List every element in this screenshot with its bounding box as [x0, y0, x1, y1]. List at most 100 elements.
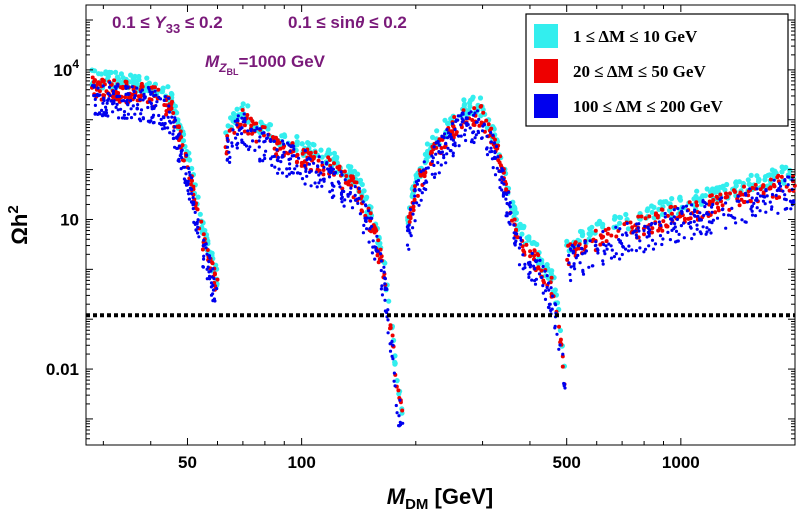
point-blue-901 [755, 187, 759, 191]
point-red-273 [299, 163, 304, 168]
point-blue-184 [107, 97, 111, 101]
point-blue-1012 [568, 272, 572, 277]
point-blue-575 [444, 141, 448, 145]
point-cyan-306 [305, 140, 311, 146]
point-blue-470 [386, 331, 390, 335]
point-blue-485 [320, 160, 324, 164]
point-cyan-272 [394, 378, 400, 384]
y-tick-label-2: 0.01 [46, 360, 79, 379]
point-red-675 [630, 225, 635, 230]
point-blue-14 [208, 277, 212, 281]
point-blue-444 [287, 172, 291, 176]
point-blue-803 [610, 248, 614, 252]
point-blue-716 [460, 117, 464, 121]
point-blue-4 [135, 86, 139, 90]
point-blue-418 [300, 177, 305, 181]
point-blue-617 [471, 131, 475, 135]
point-blue-58 [173, 125, 177, 129]
point-blue-433 [253, 128, 257, 133]
point-blue-979 [624, 231, 628, 235]
point-blue-10 [190, 176, 194, 180]
point-blue-130 [132, 90, 136, 94]
point-blue-192 [159, 117, 163, 121]
point-blue-638 [444, 161, 448, 165]
point-blue-690 [436, 161, 440, 165]
point-blue-237 [207, 270, 211, 274]
point-blue-592 [500, 175, 504, 179]
point-blue-494 [285, 167, 289, 171]
point-blue-325 [226, 139, 230, 143]
point-blue-606 [469, 140, 474, 144]
point-blue-189 [179, 149, 184, 153]
point-blue-377 [235, 143, 239, 147]
point-blue-459 [391, 357, 395, 361]
point-blue-354 [365, 227, 369, 231]
point-cyan-254 [282, 133, 288, 140]
point-blue-191 [139, 108, 144, 112]
point-blue-907 [614, 252, 618, 256]
point-red-190 [246, 131, 251, 136]
point-blue-313 [269, 139, 273, 143]
point-blue-1037 [721, 207, 725, 211]
point-blue-53 [157, 113, 161, 118]
point-blue-460 [340, 200, 344, 204]
point-blue-601 [480, 129, 485, 133]
point-blue-618 [466, 123, 470, 127]
point-blue-887 [710, 205, 714, 209]
point-red-672 [787, 188, 792, 193]
point-red-231 [238, 122, 243, 127]
point-cyan-26 [172, 103, 178, 109]
point-blue-411 [382, 265, 386, 269]
point-blue-983 [594, 240, 598, 244]
point-blue-672 [530, 251, 534, 256]
point-blue-65 [126, 112, 130, 116]
point-blue-733 [485, 147, 489, 151]
point-blue-1035 [620, 252, 624, 257]
point-blue-744 [504, 197, 508, 201]
point-blue-210 [119, 107, 123, 111]
point-red-375 [528, 249, 533, 254]
point-blue-445 [235, 146, 239, 150]
point-red-658 [748, 199, 753, 204]
point-blue-447 [241, 141, 245, 145]
point-blue-456 [303, 182, 307, 186]
point-blue-410 [349, 199, 353, 203]
point-red-495 [451, 124, 456, 129]
point-blue-424 [309, 184, 313, 188]
point-blue-637 [459, 114, 463, 118]
point-red-6 [164, 112, 169, 117]
point-blue-538 [505, 211, 509, 215]
point-blue-382 [230, 144, 234, 148]
point-blue-261 [379, 268, 383, 273]
point-blue-724 [411, 212, 415, 216]
point-blue-92 [116, 108, 120, 112]
point-blue-588 [434, 152, 438, 156]
legend-label-cyan: 1 ≤ ΔM ≤ 10 GeV [573, 27, 698, 46]
point-blue-3 [109, 99, 113, 103]
point-red-23 [200, 247, 205, 252]
point-blue-256 [154, 104, 158, 108]
point-blue-919 [726, 213, 731, 217]
point-cyan-586 [587, 232, 593, 238]
point-red-528 [775, 175, 780, 180]
point-cyan-207 [319, 154, 325, 160]
point-blue-631 [507, 190, 511, 194]
point-red-294 [308, 150, 313, 155]
point-blue-704 [430, 159, 434, 163]
point-blue-431 [258, 135, 262, 139]
point-cyan-410 [557, 327, 564, 334]
point-blue-899 [703, 205, 707, 209]
point-blue-266 [370, 224, 374, 229]
point-blue-195 [126, 103, 130, 107]
point-blue-482 [288, 162, 292, 166]
point-red-166 [166, 106, 171, 111]
point-blue-581 [555, 332, 559, 336]
point-blue-477 [282, 142, 286, 146]
legend-box [525, 13, 789, 127]
point-blue-1011 [650, 238, 655, 242]
point-red-92 [190, 178, 194, 183]
point-blue-946 [709, 231, 713, 235]
annotation-sintheta-range: 0.1 ≤ sinθ ≤ 0.2 [288, 13, 407, 32]
point-blue-775 [508, 201, 512, 205]
point-red-527 [718, 192, 723, 197]
